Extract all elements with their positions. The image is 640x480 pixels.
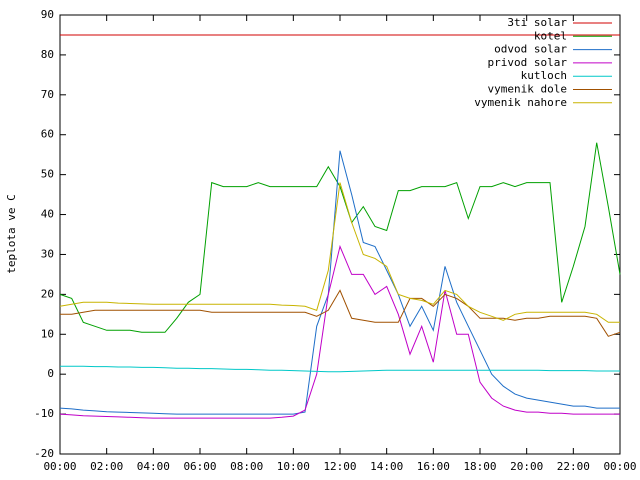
x-tick-label: 08:00	[230, 460, 263, 473]
y-tick-label: 0	[47, 367, 54, 380]
series-line	[59, 244, 620, 419]
x-tick-label: 16:00	[417, 460, 450, 473]
y-tick-label: -10	[34, 407, 54, 420]
legend-label: odvod solar	[494, 43, 567, 56]
y-tick-label: 50	[41, 168, 54, 181]
series-line	[60, 289, 621, 337]
y-axis-label: teplota ve C	[5, 194, 18, 273]
y-tick-label: 30	[41, 247, 54, 260]
x-tick-label: 14:00	[370, 460, 403, 473]
y-tick-label: 70	[41, 88, 54, 101]
x-tick-label: 22:00	[557, 460, 590, 473]
x-tick-label: 02:00	[90, 460, 123, 473]
legend-label: 3ti solar	[507, 16, 567, 29]
y-tick-label: 80	[41, 48, 54, 61]
y-tick-label: 20	[41, 287, 54, 300]
legend-label: privod solar	[488, 56, 568, 69]
x-tick-label: 12:00	[323, 460, 356, 473]
x-tick-label: 18:00	[463, 460, 496, 473]
legend-label: kotel	[534, 29, 567, 42]
x-tick-label: 06:00	[183, 460, 216, 473]
x-tick-label: 00:00	[603, 460, 636, 473]
legend-label: vymenik dole	[488, 83, 567, 96]
y-tick-label: -20	[34, 447, 54, 460]
legend-label: vymenik nahore	[474, 96, 567, 109]
x-tick-label: 20:00	[510, 460, 543, 473]
series-line	[59, 150, 620, 415]
x-tick-label: 10:00	[277, 460, 310, 473]
x-tick-label: 00:00	[43, 460, 76, 473]
legend-label: kutloch	[521, 69, 567, 82]
series-line	[60, 365, 620, 373]
series-line	[59, 142, 621, 333]
y-tick-label: 60	[41, 128, 54, 141]
y-tick-label: 40	[41, 208, 54, 221]
series-line	[59, 182, 620, 323]
y-tick-label: 10	[41, 327, 54, 340]
y-tick-label: 90	[41, 8, 54, 21]
x-tick-label: 04:00	[137, 460, 170, 473]
